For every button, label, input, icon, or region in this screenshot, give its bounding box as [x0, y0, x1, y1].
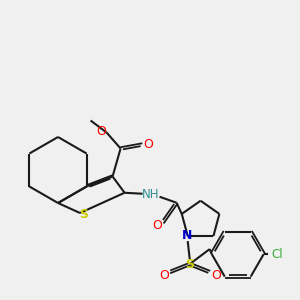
- Text: NH: NH: [142, 188, 159, 201]
- Text: S: S: [185, 258, 194, 271]
- Text: S: S: [80, 208, 88, 220]
- Text: O: O: [144, 138, 154, 151]
- Text: Cl: Cl: [271, 248, 283, 261]
- Text: O: O: [97, 125, 106, 138]
- Text: O: O: [211, 268, 221, 282]
- Text: O: O: [159, 268, 169, 282]
- Text: N: N: [182, 229, 192, 242]
- Text: O: O: [153, 219, 163, 232]
